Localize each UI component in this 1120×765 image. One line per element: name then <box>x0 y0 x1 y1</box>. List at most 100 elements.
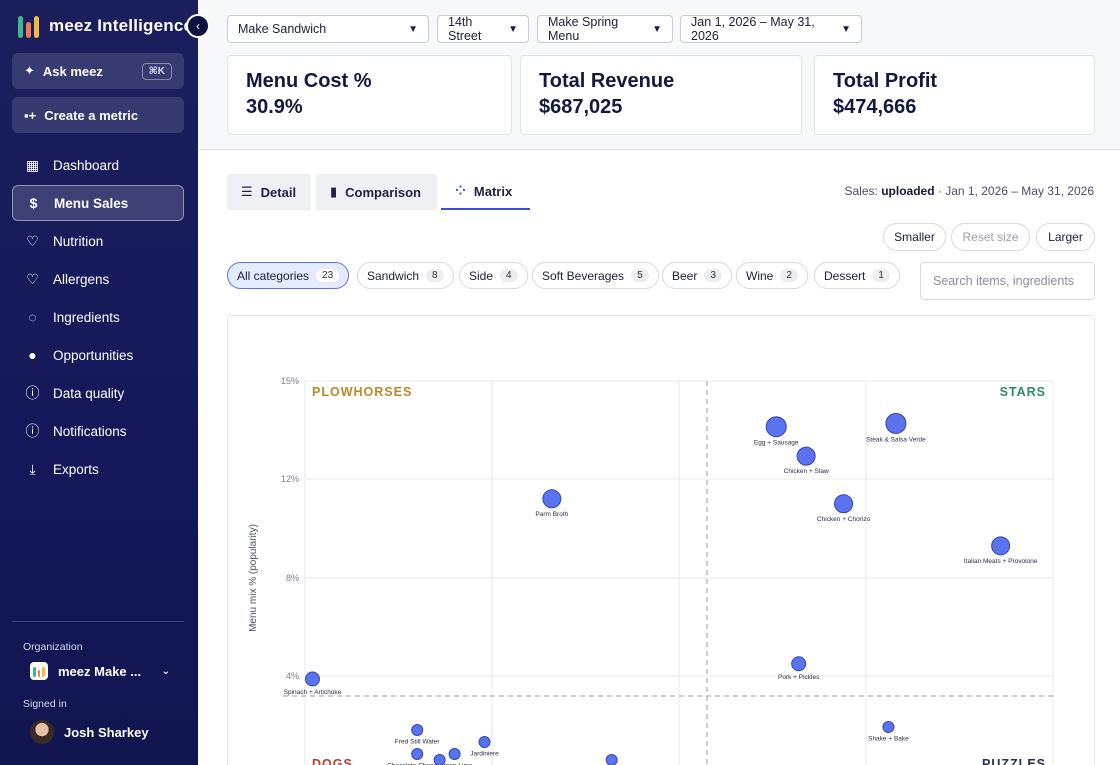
data-point-label: Egg + Sausage <box>754 440 799 447</box>
grid-icon: ▦ <box>25 156 40 173</box>
chip-count: 4 <box>500 269 518 282</box>
sales-status-prefix: Sales: <box>844 184 878 198</box>
create-metric-label: Create a metric <box>44 107 139 123</box>
data-point[interactable] <box>411 748 424 760</box>
data-point[interactable] <box>882 721 895 733</box>
tab-label: Comparison <box>345 184 421 200</box>
data-point[interactable] <box>991 536 1011 556</box>
tab-comparison[interactable]: ▮ Comparison <box>316 174 437 210</box>
sidebar-item-opportunities[interactable]: ● Opportunities <box>12 337 184 373</box>
chevron-left-icon: ‹ <box>196 19 200 33</box>
chip-count: 5 <box>631 269 649 282</box>
sidebar-item-allergens[interactable]: ♡ Allergens <box>12 261 184 297</box>
chevron-down-icon: ▼ <box>841 23 851 35</box>
sales-status-range: · Jan 1, 2026 – May 31, 2026 <box>934 184 1094 198</box>
chip-count: 23 <box>316 269 340 282</box>
kpi-value: $474,666 <box>833 96 917 118</box>
smaller-button[interactable]: Smaller <box>883 223 946 251</box>
category-chip-wine[interactable]: Wine 2 <box>736 262 808 289</box>
chip-label: Dessert <box>824 268 866 283</box>
y-tick-label: 12% <box>281 474 299 484</box>
data-point-label: Shake + Bake <box>868 736 909 743</box>
data-point[interactable] <box>542 489 562 509</box>
alert-icon: ⓘ <box>25 385 40 401</box>
category-chip-side[interactable]: Side 4 <box>459 262 528 289</box>
organization-label: Organization <box>23 641 83 653</box>
data-point[interactable] <box>411 724 424 736</box>
data-point[interactable] <box>478 736 491 748</box>
kpi-label: Total Profit <box>833 70 938 92</box>
sidebar-item-label: Nutrition <box>53 233 104 249</box>
sidebar-item-menu-sales[interactable]: $ Menu Sales <box>12 185 184 221</box>
category-chip-dessert[interactable]: Dessert 1 <box>814 262 900 289</box>
chevron-down-icon: ▼ <box>508 23 518 35</box>
sidebar-item-exports[interactable]: ⤓ Exports <box>12 451 184 487</box>
tab-matrix[interactable]: ⁘ Matrix <box>441 174 530 210</box>
sidebar-item-notifications[interactable]: ⓘ Notifications <box>12 413 184 449</box>
data-point-label: Steak & Salsa Verde <box>866 436 926 443</box>
chevron-down-icon: ▼ <box>652 23 662 35</box>
brand[interactable]: meez Intelligence <box>18 14 193 38</box>
chevron-down-icon: ▼ <box>408 23 418 35</box>
collapse-sidebar-button[interactable]: ‹ <box>186 14 210 38</box>
sidebar-item-label: Notifications <box>53 423 127 439</box>
category-chip-beer[interactable]: Beer 3 <box>662 262 732 289</box>
chip-count: 8 <box>426 269 444 282</box>
chip-label: All categories <box>237 268 310 283</box>
data-point[interactable] <box>304 671 320 687</box>
data-point[interactable] <box>885 412 907 434</box>
bar-chart-icon: ▮ <box>330 184 338 199</box>
category-chip-all[interactable]: All categories 23 <box>227 262 350 289</box>
main-area: Make Sandwich ▼ 14th Street ▼ Make Spring … <box>198 0 1120 765</box>
quadrant-label-dogs: DOGS <box>312 757 353 765</box>
scatter-icon: ⁘ <box>455 183 466 198</box>
heart-icon: ♡ <box>26 232 39 249</box>
date-range-select[interactable]: Jan 1, 2026 – May 31, 2026 ▼ <box>680 15 862 43</box>
data-point[interactable] <box>834 494 854 514</box>
reset-size-button[interactable]: Reset size <box>951 223 1030 251</box>
chip-label: Sandwich <box>367 268 420 283</box>
list-icon: ☰ <box>241 184 253 199</box>
data-point[interactable] <box>765 416 787 438</box>
kpi-label: Menu Cost % <box>246 70 372 92</box>
sidebar-item-ingredients[interactable]: ◌ Ingredients <box>12 299 184 335</box>
category-chip-soft-beverages[interactable]: Soft Beverages 5 <box>532 262 659 289</box>
data-point[interactable] <box>605 754 618 765</box>
sales-status: Sales: uploaded · Jan 1, 2026 – May 31, … <box>845 184 1095 198</box>
larger-button[interactable]: Larger <box>1036 223 1095 251</box>
kpi-menu-cost: Menu Cost % 30.9% <box>227 55 512 135</box>
quadrant-label-plowhorses: PLOWHORSES <box>312 385 412 399</box>
ask-meez-button[interactable]: ✦ Ask meez ⌘K <box>12 53 184 89</box>
data-point[interactable] <box>796 446 816 466</box>
sidebar-item-nutrition[interactable]: ♡ Nutrition <box>12 223 184 259</box>
user-name: Josh Sharkey <box>64 724 149 740</box>
content-panel: ☰ Detail ▮ Comparison ⁘ Matrix Sales: uploa… <box>198 151 1120 765</box>
category-chip-sandwich[interactable]: Sandwich 8 <box>357 262 454 289</box>
kpi-value: $687,025 <box>539 96 623 118</box>
sidebar-item-data-quality[interactable]: ⓘ Data quality <box>12 375 184 411</box>
data-point-label: Lemon Lime <box>437 763 473 765</box>
data-point[interactable] <box>791 656 807 672</box>
search-input[interactable] <box>920 262 1095 300</box>
organization-switcher[interactable]: meez Make ... ⌄ <box>30 662 170 680</box>
sidebar-divider <box>12 621 184 622</box>
kpi-total-profit: Total Profit $474,666 <box>814 55 1095 135</box>
sidebar-item-dashboard[interactable]: ▦ Dashboard <box>12 147 184 183</box>
location-select[interactable]: 14th Street ▼ <box>437 15 529 43</box>
data-point[interactable] <box>448 748 461 760</box>
tab-detail[interactable]: ☰ Detail <box>227 174 311 210</box>
matrix-svg: 15% 12% 8% 4% Menu mix % (popularity) PLOWHOR… <box>248 376 1054 765</box>
create-metric-button[interactable]: ▪+ Create a metric <box>12 97 184 133</box>
sales-status-value: uploaded <box>881 184 935 198</box>
data-point-label: Chocolate Chocolate <box>387 763 448 765</box>
chip-label: Beer <box>672 268 698 283</box>
data-point[interactable] <box>433 754 446 765</box>
sidebar-item-label: Opportunities <box>53 347 134 363</box>
menu-select[interactable]: Make Spring Menu ▼ <box>537 15 673 43</box>
quadrant-label-puzzles: PUZZLES <box>982 757 1046 765</box>
user-profile[interactable]: Josh Sharkey <box>30 720 149 744</box>
sidebar-item-label: Allergens <box>53 271 110 287</box>
organization-name: meez Make ... <box>58 663 142 679</box>
recipe-select[interactable]: Make Sandwich ▼ <box>227 15 429 43</box>
y-tick-label: 15% <box>281 376 299 386</box>
